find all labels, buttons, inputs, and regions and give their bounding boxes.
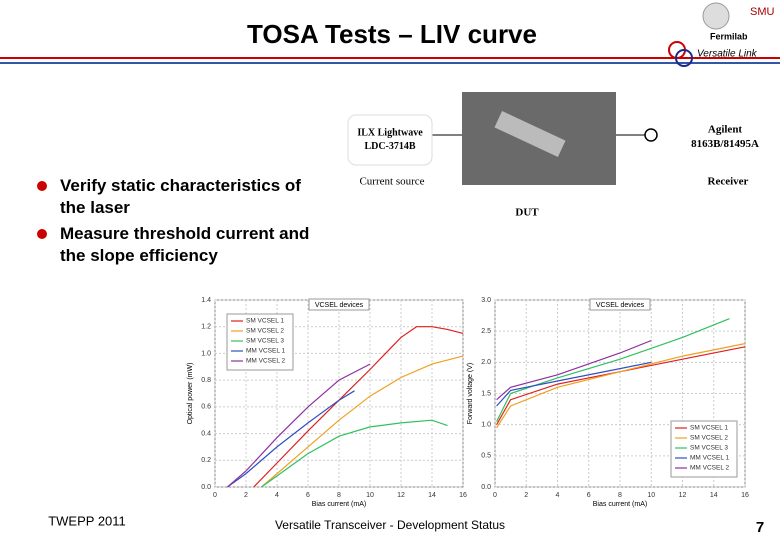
- receiver-name: Agilent 8163B/81495A: [691, 124, 759, 150]
- logo-text: Versatile Link: [697, 49, 758, 60]
- legend-label: SM VCSEL 2: [246, 328, 284, 335]
- slide-title: TOSA Tests – LIV curve: [247, 19, 537, 49]
- y-tick-label: 0.5: [481, 453, 491, 460]
- x-axis-label: Bias current (mA): [312, 501, 366, 508]
- y-tick-label: 1.0: [481, 422, 491, 429]
- x-tick-label: 16: [459, 492, 467, 499]
- receiver-name-line: 8163B/81495A: [691, 138, 759, 150]
- y-axis-label: Forward voltage (V): [467, 363, 474, 424]
- x-tick-label: 12: [679, 492, 687, 499]
- x-tick-label: 16: [741, 492, 749, 499]
- x-tick-label: 6: [587, 492, 591, 499]
- legend-label: MM VCSEL 1: [690, 455, 730, 462]
- data-line: [253, 326, 464, 488]
- x-tick-label: 8: [618, 492, 622, 499]
- logo-ring: [675, 49, 693, 67]
- x-tick-label: 8: [337, 492, 341, 499]
- bullet-dot: [37, 181, 47, 191]
- data-line: [261, 419, 448, 488]
- x-tick-label: 2: [244, 492, 248, 499]
- bullet-dot: [37, 229, 47, 239]
- data-line: [496, 343, 746, 429]
- y-tick-label: 0.8: [201, 377, 211, 384]
- y-tick-label: 1.4: [201, 297, 211, 304]
- legend-title-box: [308, 298, 370, 311]
- bullet-line: the laser: [60, 198, 130, 217]
- y-axis-label: Optical power (mW): [187, 363, 194, 425]
- port: [644, 128, 658, 142]
- x-tick-label: 0: [493, 492, 497, 499]
- y-tick-label: 0.0: [481, 484, 491, 491]
- x-tick-label: 14: [428, 492, 436, 499]
- dut-photo-part: [494, 111, 566, 157]
- source-box: [347, 114, 433, 166]
- legend-label: MM VCSEL 2: [246, 358, 286, 365]
- y-tick-label: 3.0: [481, 297, 491, 304]
- y-tick-label: 0.4: [201, 430, 211, 437]
- y-tick-label: 2.5: [481, 328, 491, 335]
- footer-center: Versatile Transceiver - Development Stat…: [275, 518, 505, 532]
- page-number: 7: [756, 519, 764, 536]
- x-tick-label: 0: [213, 492, 217, 499]
- bullet: Measure threshold current and the slope e…: [60, 224, 309, 265]
- dut-label: DUT: [515, 207, 539, 219]
- x-tick-label: 4: [275, 492, 279, 499]
- legend-label: SM VCSEL 1: [690, 425, 728, 432]
- source-name-line: LDC-3714B: [364, 141, 415, 152]
- data-line: [227, 363, 371, 488]
- legend-label: SM VCSEL 2: [690, 435, 728, 442]
- data-line: [496, 339, 652, 401]
- receiver-role: Receiver: [708, 176, 749, 188]
- x-tick-label: 6: [306, 492, 310, 499]
- bullet-line: Measure threshold current and: [60, 224, 309, 243]
- legend-label: SM VCSEL 1: [246, 318, 284, 325]
- legend-title-box: [589, 298, 651, 311]
- bullet-line: the slope efficiency: [60, 246, 218, 265]
- y-tick-label: 1.2: [201, 324, 211, 331]
- y-tick-label: 1.5: [481, 390, 491, 397]
- legend-label: SM VCSEL 3: [690, 445, 728, 452]
- data-line: [227, 390, 355, 488]
- legend-label: SM VCSEL 3: [246, 338, 284, 345]
- x-tick-label: 14: [710, 492, 718, 499]
- x-tick-label: 10: [647, 492, 655, 499]
- y-tick-label: 1.0: [201, 350, 211, 357]
- x-tick-label: 10: [366, 492, 374, 499]
- legend-label: MM VCSEL 1: [246, 348, 286, 355]
- bullet-line: Verify static characteristics of: [60, 176, 301, 195]
- x-tick-label: 12: [397, 492, 405, 499]
- data-line: [496, 346, 746, 425]
- x-axis-label: Bias current (mA): [593, 501, 647, 508]
- y-tick-label: 0.6: [201, 404, 211, 411]
- data-line: [496, 361, 652, 407]
- x-tick-label: 2: [524, 492, 528, 499]
- y-tick-label: 0.0: [201, 484, 211, 491]
- source-role: Current source: [359, 176, 424, 188]
- y-tick-label: 2.0: [481, 359, 491, 366]
- x-tick-label: 4: [556, 492, 560, 499]
- footer-left: TWEPP 2011: [48, 513, 126, 528]
- data-line: [496, 318, 730, 422]
- legend-label: MM VCSEL 2: [690, 465, 730, 472]
- logo-cern: [702, 2, 730, 30]
- logo-text: SMU: [750, 6, 775, 18]
- legend-title: VCSEL devices: [315, 302, 364, 309]
- bullet: Verify static characteristics of the lase…: [60, 176, 301, 217]
- data-line: [261, 355, 464, 488]
- y-tick-label: 0.2: [201, 457, 211, 464]
- logo-text: Fermilab: [710, 31, 748, 41]
- legend-title: VCSEL devices: [596, 302, 645, 309]
